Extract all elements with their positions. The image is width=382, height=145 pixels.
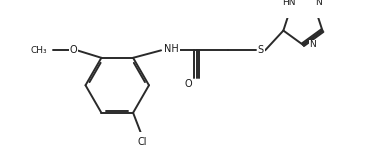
Text: O: O — [184, 79, 192, 89]
Text: N: N — [309, 40, 316, 49]
Text: CH₃: CH₃ — [30, 46, 47, 55]
Text: HN: HN — [282, 0, 296, 7]
Text: S: S — [258, 45, 264, 55]
Text: O: O — [70, 45, 77, 55]
Text: Cl: Cl — [138, 137, 147, 145]
Text: NH: NH — [164, 44, 179, 54]
Text: N: N — [315, 0, 322, 7]
